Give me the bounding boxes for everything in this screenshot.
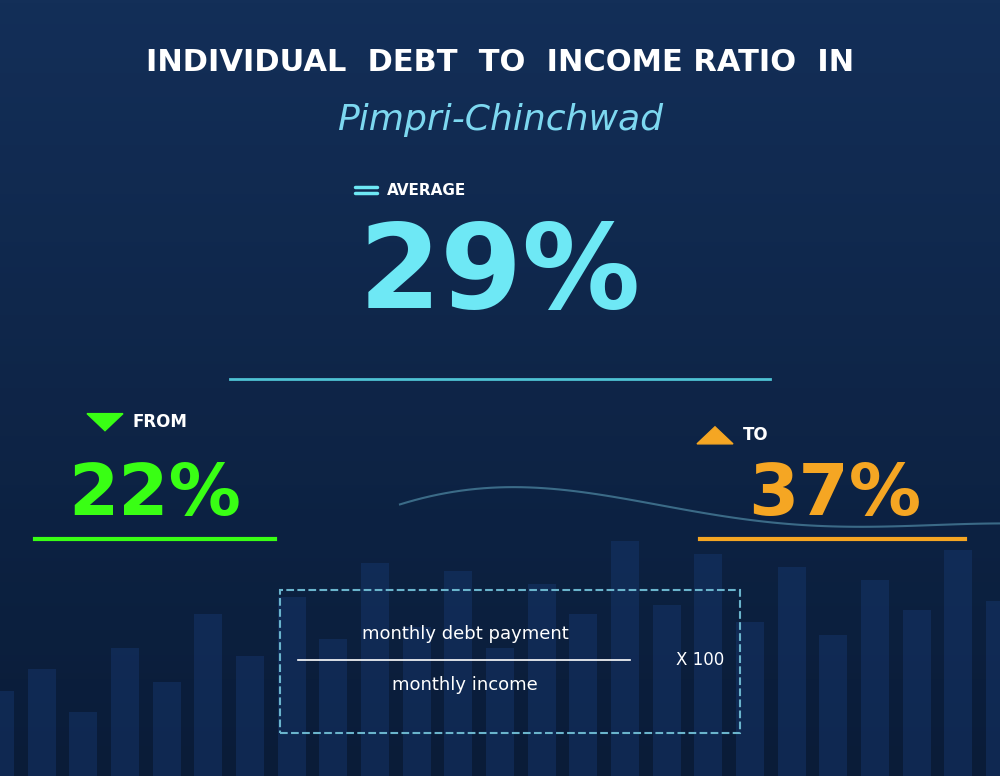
Bar — [0, 691, 14, 776]
Bar — [153, 682, 181, 776]
Bar — [319, 639, 347, 776]
Bar — [653, 605, 681, 776]
Bar — [986, 601, 1000, 776]
Bar — [528, 584, 556, 776]
Bar — [569, 614, 597, 776]
Bar — [280, 590, 740, 733]
Bar — [944, 549, 972, 776]
Bar — [403, 627, 431, 776]
Text: 37%: 37% — [748, 461, 922, 529]
Text: 22%: 22% — [69, 461, 241, 529]
Polygon shape — [697, 427, 733, 444]
Bar — [236, 656, 264, 776]
Text: TO: TO — [743, 426, 769, 445]
Bar — [194, 614, 222, 776]
Bar — [444, 571, 472, 776]
Bar — [278, 597, 306, 776]
Bar — [778, 566, 806, 776]
Bar — [694, 554, 722, 776]
Text: Pimpri-Chinchwad: Pimpri-Chinchwad — [337, 103, 663, 137]
Text: monthly debt payment: monthly debt payment — [362, 625, 568, 643]
Text: monthly income: monthly income — [392, 676, 538, 695]
Text: FROM: FROM — [133, 413, 188, 431]
Bar — [861, 580, 889, 776]
Text: X 100: X 100 — [676, 650, 724, 669]
Text: 29%: 29% — [359, 218, 641, 333]
Bar — [69, 712, 97, 776]
Polygon shape — [87, 414, 123, 431]
Bar — [111, 648, 139, 776]
Bar — [819, 635, 847, 776]
Text: AVERAGE: AVERAGE — [387, 182, 466, 198]
Text: INDIVIDUAL  DEBT  TO  INCOME RATIO  IN: INDIVIDUAL DEBT TO INCOME RATIO IN — [146, 47, 854, 77]
Bar — [736, 622, 764, 776]
Bar — [361, 563, 389, 776]
Bar — [611, 541, 639, 776]
Bar — [486, 648, 514, 776]
Bar — [28, 669, 56, 776]
Bar — [903, 610, 931, 776]
